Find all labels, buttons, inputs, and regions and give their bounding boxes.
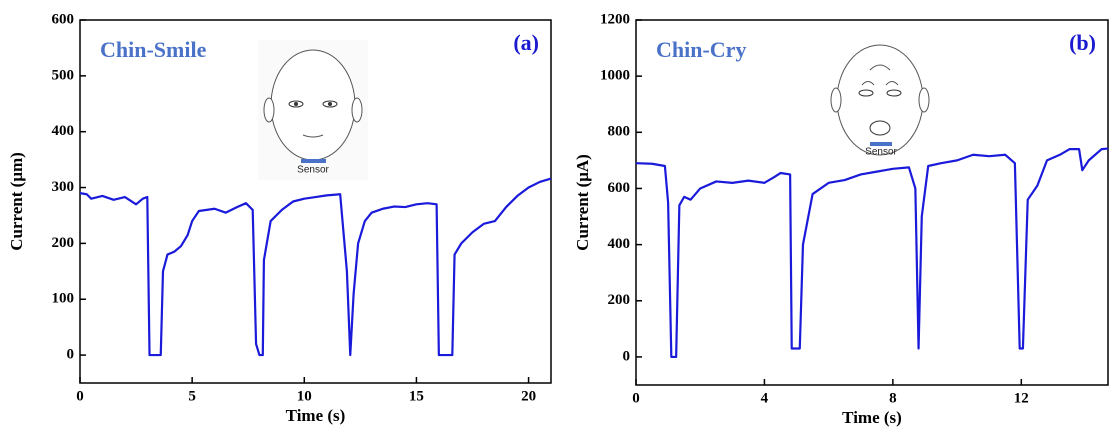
sensor-label: Sensor [865, 147, 897, 158]
y-tick-label: 400 [608, 236, 631, 252]
y-tick-label: 300 [52, 179, 75, 195]
panel-label: (b) [1069, 30, 1096, 55]
x-tick-label: 0 [76, 388, 84, 404]
x-tick-label: 15 [409, 388, 424, 404]
y-tick-label: 600 [52, 11, 75, 27]
x-tick-label: 4 [761, 390, 769, 406]
panel-label: (a) [513, 30, 539, 55]
y-tick-label: 1000 [600, 68, 630, 84]
y-axis-label: Current (μm) [7, 152, 26, 251]
chart-title: Chin-Cry [656, 37, 746, 62]
y-tick-label: 500 [52, 67, 75, 83]
x-axis-label: Time (s) [842, 408, 902, 427]
face-illustration-a: Sensor [258, 40, 368, 180]
y-tick-label: 600 [608, 180, 631, 196]
y-tick-label: 800 [608, 124, 631, 140]
x-tick-label: 8 [889, 390, 897, 406]
y-tick-label: 200 [608, 292, 631, 308]
y-tick-label: 400 [52, 123, 75, 139]
y-tick-label: 0 [67, 347, 75, 363]
chart-title: Chin-Smile [100, 37, 207, 62]
data-line [79, 177, 552, 357]
x-tick-label: 0 [632, 390, 640, 406]
y-axis-label: Current (μA) [573, 154, 592, 251]
y-tick-label: 1200 [600, 11, 630, 27]
x-axis-label: Time (s) [286, 406, 346, 425]
data-line [635, 147, 1109, 359]
plot-frame [635, 19, 1109, 386]
x-tick-label: 5 [188, 388, 196, 404]
y-tick-label: 200 [52, 235, 75, 251]
x-tick-label: 10 [297, 388, 312, 404]
plot-frame [79, 19, 552, 384]
x-tick-label: 12 [1014, 390, 1029, 406]
sensor-label: Sensor [297, 165, 329, 176]
y-tick-label: 0 [623, 348, 631, 364]
face-illustration-b: Sensor [830, 44, 930, 158]
y-tick-label: 100 [52, 291, 75, 307]
x-tick-label: 20 [521, 388, 536, 404]
